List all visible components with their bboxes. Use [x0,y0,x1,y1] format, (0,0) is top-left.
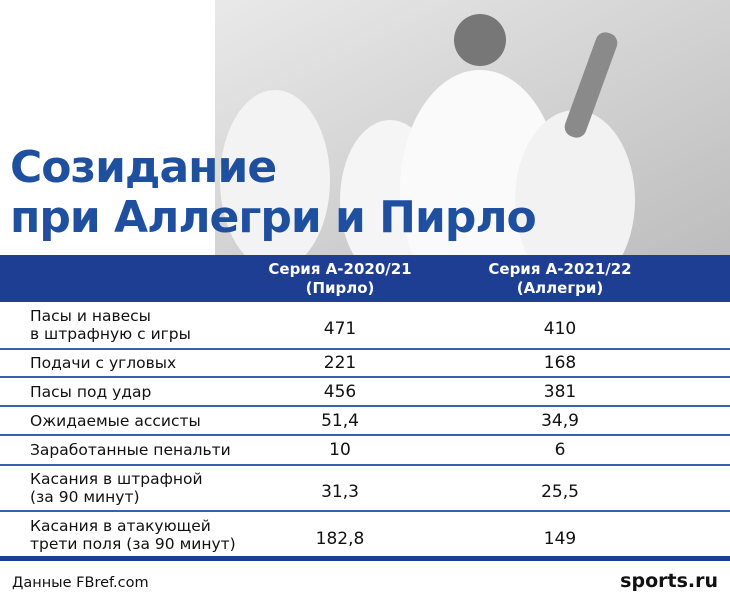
column-header-line: (Пирло) [305,279,375,297]
table-header: Серия А-2020/21 (Пирло) Серия А-2021/22 (Ал… [0,255,730,302]
source: Данные FBref.com [12,575,149,591]
row-label-line: Ожидаемые ассисты [30,411,201,430]
cell-value: 149 [543,529,577,549]
title: при Аллегри и Пирло [10,192,537,243]
row-label-line: Касания в штрафной [30,470,203,488]
cell-value: 34,9 [541,410,579,431]
row-label: Касания в атакующей трети поля (за 90 мин… [30,517,236,553]
cell-value: 221 [323,353,357,373]
table-row: Пасы и навесы в штрафную с игры 471 410 [0,302,730,350]
row-label-line: (за 90 минут) [30,488,140,506]
divider [0,556,730,561]
cell-value: 456 [323,381,357,402]
row-label-line: Пасы и навесы [30,307,151,325]
column-header-line: Серия А-2021/22 [488,260,632,278]
table-row: Касания в штрафной (за 90 минут) 31,3 25,5 [0,466,730,512]
row-label-line: Заработанные пенальти [30,441,231,459]
cell-value: 168 [543,353,577,373]
row-label-line: трети поля (за 90 минут) [30,535,236,553]
table-row: Пасы под удар 456 381 [0,378,730,407]
logo: sports.ru [620,570,718,592]
table: Пасы и навесы в штрафную с игры 471 410 Пода… [0,302,730,560]
photo-background [215,0,730,255]
row-label-line: Пасы под удар [30,382,152,401]
row-label: Пасы под удар [30,383,151,401]
column-header-line: Серия А-2020/21 [268,260,412,278]
table-row: Касания в атакующей трети поля (за 90 мин… [0,512,730,560]
row-label: Пасы и навесы в штрафную с игры [30,307,191,343]
row-label-line: в штрафную с игры [30,325,191,343]
cell-value: 182,8 [315,529,365,549]
column-header: Серия А-2020/21 (Пирло) [230,260,450,298]
row-label-line: Касания в атакующей [30,517,211,535]
cell-value: 10 [329,440,351,460]
cell-value: 6 [554,440,566,460]
title: Созидание [10,142,277,193]
cell-value: 31,3 [321,482,359,502]
cell-value: 381 [543,381,577,402]
row-label: Ожидаемые ассисты [30,412,201,430]
row-label: Касания в штрафной (за 90 минут) [30,470,203,506]
cell-value: 25,5 [541,482,579,502]
cell-value: 410 [543,319,577,339]
row-label-line: Подачи с угловых [30,354,177,372]
table-row: Подачи с угловых 221 168 [0,350,730,378]
row-label: Заработанные пенальти [30,441,231,459]
table-row: Заработанные пенальти 10 6 [0,436,730,466]
column-header-line: (Аллегри) [516,279,604,297]
column-header: Серия А-2021/22 (Аллегри) [450,260,670,298]
table-row: Ожидаемые ассисты 51,4 34,9 [0,407,730,436]
cell-value: 471 [323,319,357,339]
cell-value: 51,4 [321,410,359,431]
row-label: Подачи с угловых [30,354,176,372]
